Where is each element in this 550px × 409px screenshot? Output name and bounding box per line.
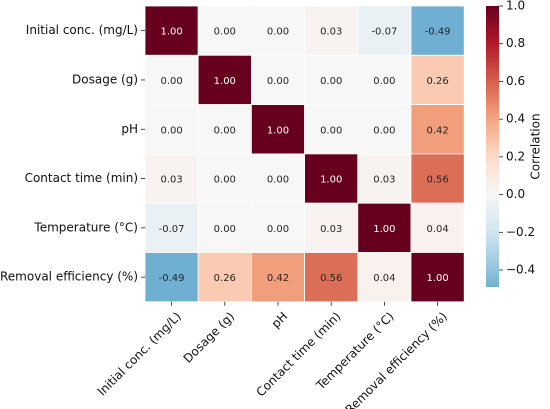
y-tick-label: Initial conc. (mg/L) (26, 23, 138, 37)
heatmap-cell (144, 202, 199, 253)
cell-value-label: 0.00 (267, 76, 289, 87)
cell-value-label: 1.00 (426, 273, 448, 284)
cell-value-label: 0.00 (214, 125, 236, 136)
heatmap-cell (197, 153, 252, 204)
colorbar-label: Correlation (529, 113, 543, 179)
y-tick-label: Contact time (min) (25, 171, 138, 185)
y-tick-label: pH (121, 122, 138, 136)
colorbar-tick-label: 1.0 (506, 0, 525, 13)
cell-value-label: -0.07 (371, 27, 397, 38)
x-tick-label: pH (269, 309, 291, 331)
heatmap-cell (357, 153, 412, 204)
cell-value-label: 0.00 (267, 224, 289, 235)
colorbar: −0.4 −0.2 0.0 0.2 0.4 0.6 0.8 1.0 Correlation (486, 0, 543, 287)
cell-value-label: 0.00 (214, 175, 236, 186)
heatmap-cell (410, 202, 465, 253)
heatmap-cell (250, 5, 305, 56)
cell-value-label: 0.03 (320, 224, 342, 235)
cell-value-label: 0.26 (426, 76, 448, 87)
y-tick-labels: Initial conc. (mg/L) Dosage (g) pH Contact … (0, 23, 145, 284)
colorbar-tick-label: −0.4 (506, 263, 535, 277)
cell-value-label: -0.49 (425, 27, 451, 38)
x-tick-label: Removal efficiency (%) (342, 309, 449, 409)
heatmap-cell (197, 104, 252, 155)
heatmap-cell (304, 202, 359, 253)
cell-value-label: 1.00 (267, 125, 289, 136)
heatmap-cell (144, 153, 199, 204)
heatmap-cell (357, 202, 412, 253)
x-tick-label: Initial conc. (mg/L) (95, 309, 184, 398)
x-tick-labels: Initial conc. (mg/L)Dosage (g) pHContact … (95, 301, 450, 409)
colorbar-tick-label: 0.8 (506, 36, 525, 50)
heatmap-cell (410, 252, 465, 303)
y-tick-label: Temperature (°C) (33, 220, 138, 234)
heatmap-cell (304, 153, 359, 204)
cell-value-label: 1.00 (160, 27, 182, 38)
cell-value-label: 0.00 (320, 76, 342, 87)
colorbar-tick-label: −0.2 (506, 225, 535, 239)
x-tick-label: Dosage (g) (181, 309, 238, 366)
cell-value-label: 0.03 (160, 175, 182, 186)
heatmap-cell (410, 54, 465, 105)
colorbar-tick-label: 0.0 (506, 187, 525, 201)
heatmap-cell (250, 202, 305, 253)
cell-value-label: 0.00 (320, 125, 342, 136)
cell-value-label: 0.00 (160, 125, 182, 136)
cell-value-label: 0.56 (426, 175, 448, 186)
heatmap-cell (144, 5, 199, 56)
heatmap-cell (357, 104, 412, 155)
cell-value-label: 0.56 (320, 273, 342, 284)
heatmap-cell (304, 54, 359, 105)
cell-value-label: 0.00 (373, 125, 395, 136)
y-tick-label: Dosage (g) (72, 72, 138, 86)
cell-value-label: 0.03 (320, 27, 342, 38)
heatmap-cell (250, 153, 305, 204)
heatmap-cell (410, 153, 465, 204)
colorbar-tick-label: 0.2 (506, 149, 525, 163)
cell-value-label: 0.42 (426, 125, 448, 136)
colorbar-tick-label: 0.4 (506, 112, 525, 126)
heatmap-cell (304, 5, 359, 56)
cell-value-label: -0.07 (159, 224, 185, 235)
cell-value-label: -0.49 (159, 273, 185, 284)
cell-value-label: 1.00 (320, 175, 342, 186)
cell-value-label: 0.00 (214, 27, 236, 38)
cell-value-label: 0.00 (214, 224, 236, 235)
cell-value-label: 0.04 (373, 273, 395, 284)
heatmap-cell (410, 104, 465, 155)
cell-value-label: 0.03 (373, 175, 395, 186)
cell-value-label: 0.00 (267, 175, 289, 186)
heatmap-cell (197, 5, 252, 56)
heatmap-cell (144, 252, 199, 303)
cell-value-label: 1.00 (373, 224, 395, 235)
heatmap-cell (410, 5, 465, 56)
colorbar-tick-label: 0.6 (506, 74, 525, 88)
cell-value-label: 0.42 (267, 273, 289, 284)
cell-value-label: 0.26 (214, 273, 236, 284)
cell-value-label: 0.04 (426, 224, 448, 235)
cell-value-label: 1.00 (214, 76, 236, 87)
heatmap-cell (304, 104, 359, 155)
cell-value-label: 0.00 (373, 76, 395, 87)
y-tick-label: Removal efficiency (%) (0, 270, 138, 284)
heatmap-cell (197, 54, 252, 105)
cell-value-label: 0.00 (160, 76, 182, 87)
cell-value-label: 0.00 (267, 27, 289, 38)
colorbar-bar (486, 6, 499, 287)
cells-layer: 1.00 0.00 0.00 0.03 -0.07 -0.49 0.00 1.00 0.00 0.… (144, 5, 465, 303)
